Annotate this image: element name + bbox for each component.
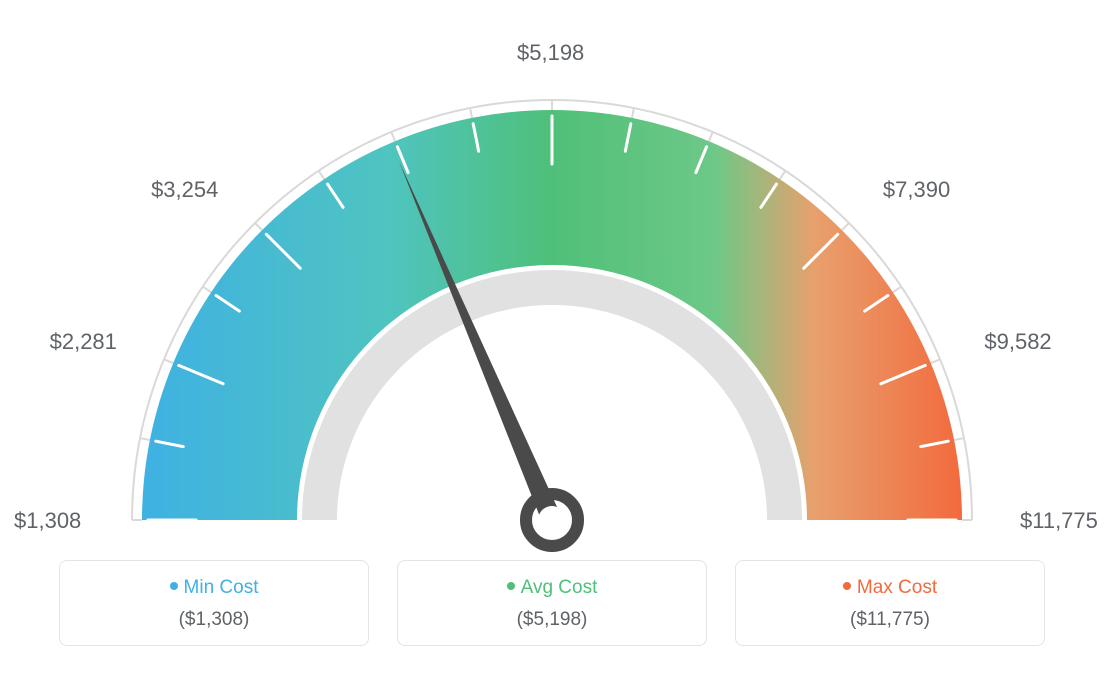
legend-title-max-text: Max Cost (857, 577, 937, 598)
legend-title-avg-text: Avg Cost (521, 577, 598, 598)
legend-title-max: Max Cost (754, 577, 1026, 599)
gauge-tick-label: $3,254 (151, 177, 218, 203)
gauge-tick-label: $5,198 (517, 40, 584, 66)
gauge-tick-label: $9,582 (984, 329, 1051, 355)
legend-title-min-text: Min Cost (184, 577, 259, 598)
legend-title-min: Min Cost (78, 577, 350, 599)
gauge-tick-label: $1,308 (14, 508, 81, 534)
legend-value-min: ($1,308) (78, 609, 350, 631)
legend-dot-avg (507, 582, 515, 590)
gauge-chart: $1,308 $2,281 $3,254 $5,198 $7,390 $9,582 $11,… (0, 0, 1104, 560)
legend-row: Min Cost ($1,308) Avg Cost ($5,198) Max … (0, 560, 1104, 646)
legend-value-max: ($11,775) (754, 609, 1026, 631)
legend-dot-max (843, 582, 851, 590)
gauge-tick-label: $11,775 (1020, 508, 1098, 534)
legend-card-max: Max Cost ($11,775) (735, 560, 1045, 646)
legend-card-min: Min Cost ($1,308) (59, 560, 369, 646)
legend-dot-min (170, 582, 178, 590)
legend-title-avg: Avg Cost (416, 577, 688, 599)
gauge-svg (22, 25, 1082, 565)
gauge-tick-label: $2,281 (50, 329, 117, 355)
legend-card-avg: Avg Cost ($5,198) (397, 560, 707, 646)
gauge-tick-label: $7,390 (883, 177, 950, 203)
legend-value-avg: ($5,198) (416, 609, 688, 631)
